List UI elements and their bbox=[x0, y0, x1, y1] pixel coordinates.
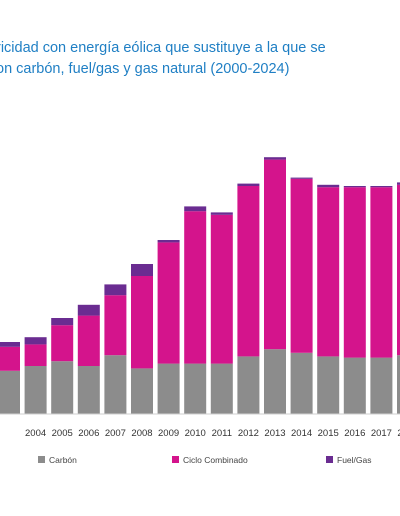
bar-2006-ciclo-combinado bbox=[77, 315, 100, 366]
x-tick-label-2007: 2007 bbox=[105, 428, 126, 439]
x-tick-label-2012: 2012 bbox=[238, 428, 259, 439]
legend: Carbón Ciclo Combinado Fuel/Gas bbox=[38, 455, 372, 465]
bar-2009-ciclo-combinado bbox=[157, 242, 180, 364]
bar-2013-fuel-gas bbox=[264, 157, 286, 160]
bar-2017-carb-n bbox=[370, 357, 393, 414]
bar-2003-carb-n bbox=[0, 370, 20, 414]
bar-2012-carb-n bbox=[237, 356, 260, 414]
legend-swatch-fuel-gas bbox=[326, 456, 333, 463]
legend-label-carb-n: Carbón bbox=[49, 455, 77, 465]
legend-swatch-carb-n bbox=[38, 456, 45, 463]
chart-title-line-1: ricidad con energía eólica que sustituye… bbox=[0, 40, 326, 56]
bar-2018-carb-n bbox=[397, 355, 400, 414]
x-tick-label-2016: 2016 bbox=[344, 428, 365, 439]
bar-2006-carb-n bbox=[77, 366, 100, 414]
bar-2014-carb-n bbox=[290, 352, 313, 414]
bar-2014-fuel-gas bbox=[290, 177, 313, 179]
x-tick-label-2013: 2013 bbox=[264, 428, 285, 439]
bar-2006-fuel-gas bbox=[77, 304, 100, 316]
x-tick-labels: 2004 2005 2006 2007 2008 2009 2010 2011 2012 2013… bbox=[25, 428, 400, 439]
bar-2005-carb-n bbox=[51, 361, 74, 414]
bar-2013-ciclo-combinado bbox=[264, 159, 286, 350]
bar-2015-ciclo-combinado bbox=[317, 187, 340, 357]
bar-2018-ciclo-combinado bbox=[397, 184, 400, 356]
bar-2005-fuel-gas bbox=[51, 318, 74, 326]
legend-label-fuel-gas: Fuel/Gas bbox=[337, 455, 372, 465]
bar-2007-ciclo-combinado bbox=[104, 295, 127, 356]
bar-2010-carb-n bbox=[184, 363, 207, 414]
bar-2009-carb-n bbox=[157, 363, 180, 414]
bar-2014-ciclo-combinado bbox=[290, 178, 313, 353]
bar-2008-ciclo-combinado bbox=[131, 276, 153, 369]
bar-2011-fuel-gas bbox=[210, 212, 233, 215]
chart-title-line-2: on carbón, fuel/gas y gas natural (2000-… bbox=[0, 61, 290, 77]
x-tick-label-2017: 2017 bbox=[371, 428, 392, 439]
x-tick-label-2014: 2014 bbox=[291, 428, 312, 439]
bar-2015-fuel-gas bbox=[317, 184, 340, 188]
bar-2008-carb-n bbox=[131, 368, 153, 414]
bar-2013-carb-n bbox=[264, 349, 286, 414]
x-tick-label-2018: 2018 bbox=[397, 428, 400, 439]
x-tick-label-2009: 2009 bbox=[158, 428, 179, 439]
legend-label-ciclo-combinado: Ciclo Combinado bbox=[183, 455, 248, 465]
bar-2009-fuel-gas bbox=[157, 240, 180, 243]
bar-2004-carb-n bbox=[24, 366, 47, 414]
x-tick-label-2011: 2011 bbox=[212, 428, 232, 439]
bar-2004-fuel-gas bbox=[24, 337, 47, 345]
bar-2012-fuel-gas bbox=[237, 183, 260, 186]
bar-2017-ciclo-combinado bbox=[370, 187, 393, 358]
bar-2018-fuel-gas bbox=[397, 182, 400, 185]
x-tick-label-2005: 2005 bbox=[52, 428, 73, 439]
bar-2016-carb-n bbox=[343, 357, 366, 414]
x-tick-label-2004: 2004 bbox=[25, 428, 46, 439]
bar-2017-fuel-gas bbox=[370, 186, 393, 188]
chart-title: ricidad con energía eólica que sustituye… bbox=[0, 38, 400, 80]
bar-2005-ciclo-combinado bbox=[51, 325, 74, 362]
legend-swatch-ciclo-combinado bbox=[172, 456, 179, 463]
bar-2010-ciclo-combinado bbox=[184, 211, 207, 364]
bar-2012-ciclo-combinado bbox=[237, 186, 260, 357]
bar-2016-fuel-gas bbox=[343, 186, 366, 188]
bar-2008-fuel-gas bbox=[131, 264, 153, 276]
bar-2007-carb-n bbox=[104, 355, 127, 414]
x-tick-label-2015: 2015 bbox=[318, 428, 339, 439]
bar-2016-ciclo-combinado bbox=[343, 187, 366, 358]
x-tick-label-2008: 2008 bbox=[131, 428, 152, 439]
x-tick-label-2006: 2006 bbox=[78, 428, 99, 439]
x-tick-label-2010: 2010 bbox=[185, 428, 206, 439]
bar-2011-ciclo-combinado bbox=[210, 214, 233, 364]
bar-2007-fuel-gas bbox=[104, 284, 127, 296]
bar-2010-fuel-gas bbox=[184, 206, 207, 212]
bars-group bbox=[0, 157, 400, 414]
bar-2003-ciclo-combinado bbox=[0, 346, 20, 371]
bar-2015-carb-n bbox=[317, 356, 340, 414]
bar-2004-ciclo-combinado bbox=[24, 344, 47, 366]
bar-2011-carb-n bbox=[210, 363, 233, 414]
bar-2003-fuel-gas bbox=[0, 342, 20, 347]
